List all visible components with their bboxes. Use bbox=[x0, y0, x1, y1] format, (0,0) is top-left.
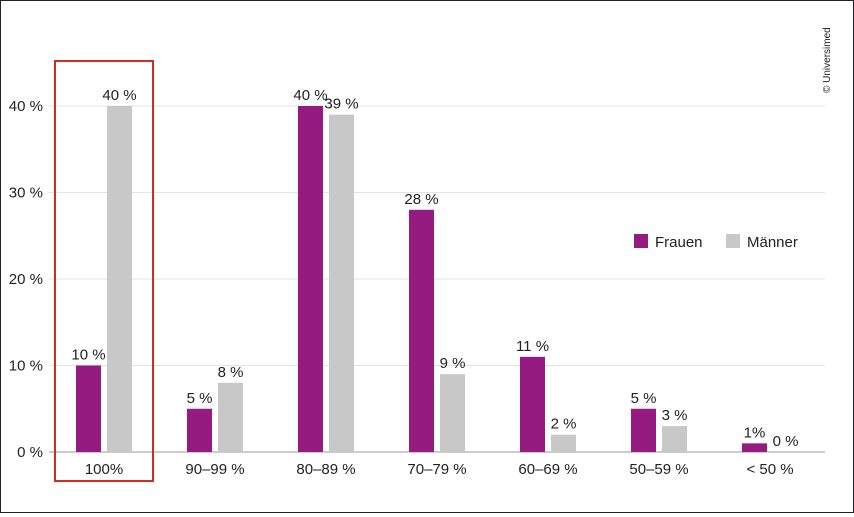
legend-label-frauen: Frauen bbox=[655, 234, 703, 251]
bar-frauen bbox=[742, 443, 767, 452]
x-tick-label: 100% bbox=[85, 461, 123, 478]
y-axis-ticks: 0 % 10 % 20 % 30 % 40 % bbox=[9, 98, 43, 461]
legend: Frauen Männer bbox=[634, 234, 798, 251]
data-label: 11 % bbox=[516, 338, 549, 355]
data-label: 28 % bbox=[404, 191, 438, 208]
legend-label-maenner: Männer bbox=[747, 234, 798, 251]
bar-frauen bbox=[298, 106, 323, 452]
bar-frauen bbox=[187, 408, 212, 452]
y-tick-label: 40 % bbox=[9, 98, 43, 115]
copyright-text: © Universimed bbox=[822, 27, 833, 93]
bars bbox=[76, 106, 767, 453]
bar-maenner bbox=[440, 374, 465, 452]
data-label: 39 % bbox=[324, 96, 358, 113]
data-label: 5 % bbox=[187, 390, 213, 407]
y-tick-label: 30 % bbox=[9, 185, 43, 202]
bar-frauen bbox=[76, 365, 101, 452]
bar-maenner bbox=[551, 434, 576, 452]
data-labels: 10 %40 %5 %8 %40 %39 %28 %9 %11 %2 %5 %3… bbox=[71, 87, 798, 450]
legend-swatch-frauen bbox=[634, 234, 648, 248]
bar-frauen bbox=[409, 209, 434, 452]
data-label: 2 % bbox=[551, 416, 577, 433]
highlight-box bbox=[54, 60, 154, 482]
y-tick-label: 0 % bbox=[17, 444, 43, 461]
x-tick-label: < 50 % bbox=[746, 461, 793, 478]
data-label: 9 % bbox=[440, 355, 466, 372]
y-tick-label: 10 % bbox=[9, 358, 43, 375]
bar-maenner bbox=[218, 382, 243, 452]
bar-frauen bbox=[520, 356, 545, 452]
data-label: 40 % bbox=[293, 87, 327, 104]
x-tick-label: 80–89 % bbox=[296, 461, 355, 478]
x-axis-ticks: 100% 90–99 % 80–89 % 70–79 % 60–69 % 50–59 % <… bbox=[85, 461, 794, 478]
bar-maenner bbox=[329, 114, 354, 453]
data-label: 40 % bbox=[102, 87, 136, 104]
data-label: 5 % bbox=[631, 390, 657, 407]
x-tick-label: 60–69 % bbox=[518, 461, 577, 478]
data-label: 0 % bbox=[773, 433, 799, 450]
data-label: 10 % bbox=[71, 347, 105, 364]
bar-maenner bbox=[662, 426, 687, 452]
legend-swatch-maenner bbox=[726, 234, 740, 248]
x-tick-label: 90–99 % bbox=[185, 461, 244, 478]
y-tick-label: 20 % bbox=[9, 271, 43, 288]
bar-maenner bbox=[107, 106, 132, 452]
bar-frauen bbox=[631, 408, 656, 452]
data-label: 3 % bbox=[662, 407, 688, 424]
gridlines bbox=[49, 105, 825, 453]
x-tick-label: 70–79 % bbox=[407, 461, 466, 478]
x-tick-label: 50–59 % bbox=[629, 461, 688, 478]
data-label: 8 % bbox=[218, 364, 244, 381]
data-label: 1% bbox=[744, 424, 766, 441]
